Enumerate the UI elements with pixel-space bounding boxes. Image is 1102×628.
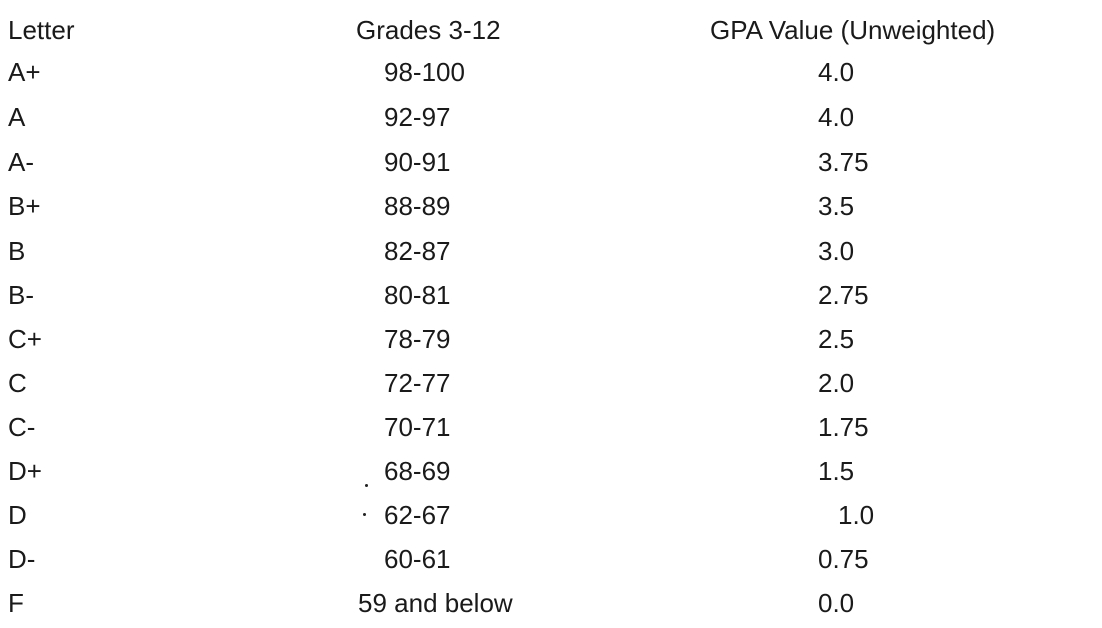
letter-cell: D- bbox=[8, 544, 36, 574]
table-row: D- 60-61 0.75 bbox=[0, 539, 1102, 579]
range-cell: 59 and below bbox=[358, 588, 513, 618]
gpa-cell: 0.0 bbox=[818, 588, 855, 618]
range-cell: 92-97 bbox=[384, 102, 451, 132]
gpa-cell: 4.0 bbox=[818, 102, 855, 132]
gpa-cell: 3.0 bbox=[818, 236, 855, 266]
letter-cell: C- bbox=[8, 412, 36, 442]
gpa-cell: 1.75 bbox=[818, 412, 869, 442]
letter-cell: D+ bbox=[8, 456, 42, 486]
letter-cell: B+ bbox=[8, 191, 41, 221]
range-cell: 82-87 bbox=[384, 236, 451, 266]
letter-cell: A- bbox=[8, 147, 34, 177]
range-cell: 90-91 bbox=[384, 147, 451, 177]
table-row: B+ 88-89 3.5 bbox=[0, 186, 1102, 226]
scan-speck bbox=[363, 513, 366, 516]
gpa-cell: 2.5 bbox=[818, 324, 855, 354]
gpa-cell: 1.5 bbox=[818, 456, 855, 486]
letter-cell: C bbox=[8, 368, 27, 398]
table-row: C- 70-71 1.75 bbox=[0, 407, 1102, 447]
table-row: B- 80-81 2.75 bbox=[0, 275, 1102, 315]
range-cell: 80-81 bbox=[384, 280, 451, 310]
gpa-cell: 4.0 bbox=[818, 57, 855, 87]
table-row: F 59 and below 0.0 bbox=[0, 583, 1102, 623]
letter-cell: F bbox=[8, 588, 24, 618]
range-cell: 88-89 bbox=[384, 191, 451, 221]
letter-cell: D bbox=[8, 500, 27, 530]
table-row: C+ 78-79 2.5 bbox=[0, 319, 1102, 359]
letter-cell: C+ bbox=[8, 324, 42, 354]
gpa-cell: 3.75 bbox=[818, 147, 869, 177]
gpa-cell: 3.5 bbox=[818, 191, 855, 221]
range-cell: 78-79 bbox=[384, 324, 451, 354]
gpa-cell: 0.75 bbox=[818, 544, 869, 574]
header-letter: Letter bbox=[8, 15, 75, 45]
table-row: D+ 68-69 1.5 bbox=[0, 451, 1102, 491]
letter-cell: A bbox=[8, 102, 26, 132]
gpa-cell: 2.0 bbox=[818, 368, 855, 398]
table-row: A- 90-91 3.75 bbox=[0, 142, 1102, 182]
range-cell: 68-69 bbox=[384, 456, 451, 486]
header-row: Letter Grades 3-12 GPA Value (Unweighted… bbox=[0, 10, 1102, 50]
header-gpa: GPA Value (Unweighted) bbox=[710, 15, 996, 45]
table-row: A+ 98-100 4.0 bbox=[0, 52, 1102, 92]
table-row: D 62-67 1.0 bbox=[0, 495, 1102, 535]
range-cell: 72-77 bbox=[384, 368, 451, 398]
gpa-cell: 1.0 bbox=[838, 500, 875, 530]
letter-cell: A+ bbox=[8, 57, 41, 87]
letter-cell: B bbox=[8, 236, 26, 266]
gpa-cell: 2.75 bbox=[818, 280, 869, 310]
range-cell: 60-61 bbox=[384, 544, 451, 574]
scan-speck bbox=[365, 484, 368, 487]
range-cell: 70-71 bbox=[384, 412, 451, 442]
range-cell: 98-100 bbox=[384, 57, 465, 87]
header-grades: Grades 3-12 bbox=[356, 15, 501, 45]
range-cell: 62-67 bbox=[384, 500, 451, 530]
table-row: A 92-97 4.0 bbox=[0, 97, 1102, 137]
table-row: B 82-87 3.0 bbox=[0, 231, 1102, 271]
table-row: C 72-77 2.0 bbox=[0, 363, 1102, 403]
letter-cell: B- bbox=[8, 280, 34, 310]
